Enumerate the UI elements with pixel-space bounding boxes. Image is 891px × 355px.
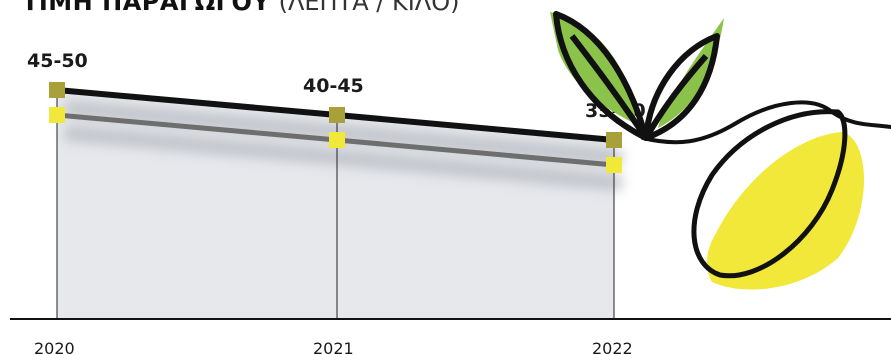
series-markers <box>49 82 622 173</box>
lemon-outline <box>691 109 848 279</box>
left-leaf-outline <box>553 11 649 141</box>
series-shadow-2 <box>64 125 623 191</box>
chart-title: ΤΙΜΗ ΠΑΡΑΓΩΓΟΥ (ΛΕΠΤΑ / ΚΙΛΟ) <box>22 0 459 14</box>
x-tick-2020: 2020 <box>34 339 75 355</box>
marker-s1-2021 <box>329 107 345 123</box>
marker-s1-2020 <box>49 82 65 98</box>
vine-line <box>641 100 891 145</box>
x-tick-2022: 2022 <box>592 339 633 355</box>
chart-title-main: ΤΙΜΗ ΠΑΡΑΓΩΓΟΥ <box>22 0 271 16</box>
data-label-2020: 45-50 <box>27 50 88 72</box>
marker-s2-2020 <box>49 107 65 123</box>
chart-title-sub: (ΛΕΠΤΑ / ΚΙΛΟ) <box>278 0 460 16</box>
lemon-leaf-illustration <box>550 11 891 290</box>
x-tick-labels: 2020 2021 2022 <box>34 339 633 355</box>
marker-s2-2022 <box>606 157 622 173</box>
marker-s1-2022 <box>606 132 622 148</box>
right-leaf-outline <box>643 33 720 141</box>
lemon-fill <box>706 132 865 290</box>
marker-s2-2021 <box>329 132 345 148</box>
data-label-2021: 40-45 <box>303 75 364 97</box>
x-tick-2021: 2021 <box>313 339 354 355</box>
